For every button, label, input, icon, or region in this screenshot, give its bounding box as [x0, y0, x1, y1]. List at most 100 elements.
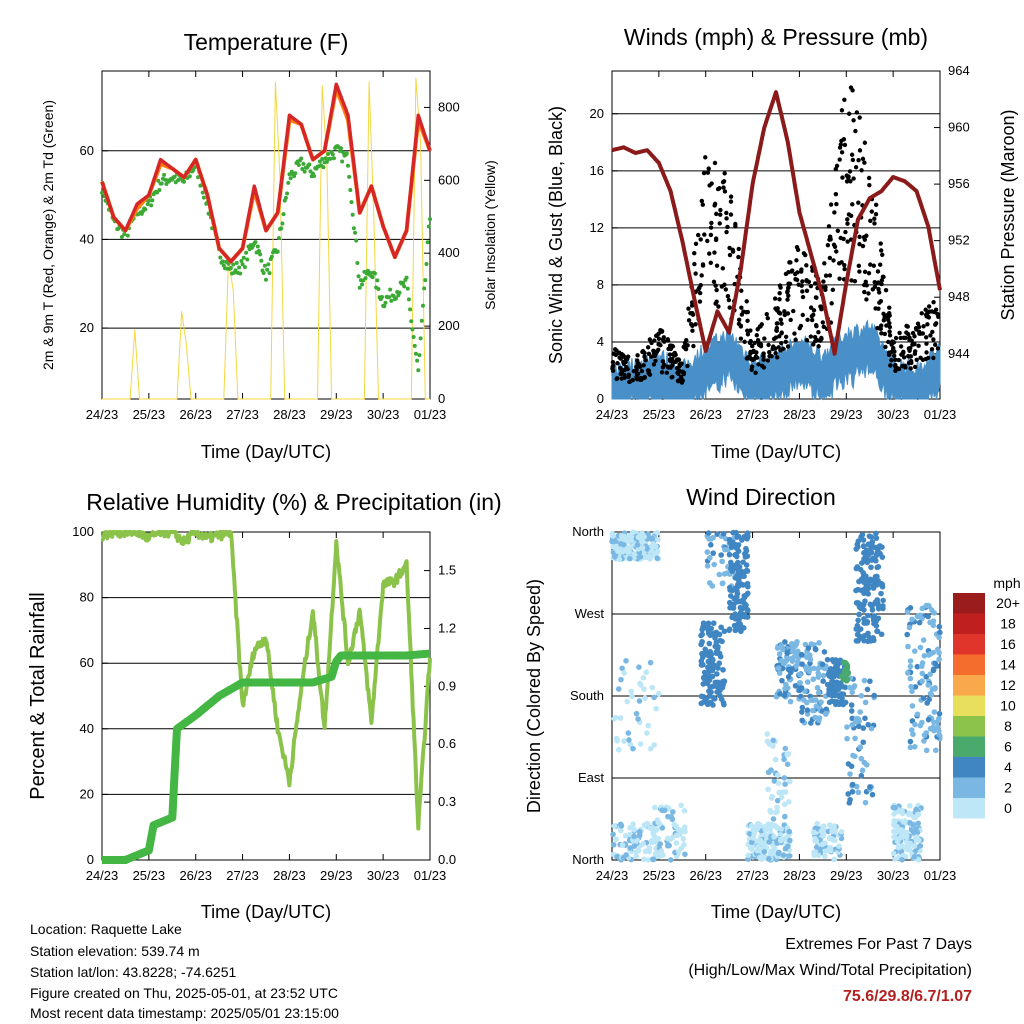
- wind-gust-point: [750, 357, 755, 362]
- wind-gust-point: [785, 290, 790, 295]
- dewpoint-point: [418, 336, 423, 341]
- wind-gust-point: [621, 361, 627, 367]
- dewpoint-point: [240, 262, 245, 267]
- wind-direction-point: [917, 644, 924, 651]
- wind-gust-point: [821, 279, 826, 284]
- wind-direction-point: [821, 853, 828, 860]
- x-tick-label: 25/23: [643, 407, 676, 422]
- wind-direction-point: [873, 535, 880, 541]
- wind-direction-point: [682, 828, 688, 835]
- wind-gust-point: [854, 110, 860, 115]
- wind-gust-point: [839, 260, 844, 265]
- wind-gust-point: [701, 170, 707, 176]
- dewpoint-point: [323, 156, 328, 161]
- wind-gust-point: [916, 343, 921, 349]
- dewpoint-point: [259, 258, 264, 263]
- wind-direction-point: [899, 856, 905, 863]
- wind-direction-point: [613, 836, 619, 843]
- wind-direction-point: [612, 553, 618, 560]
- wind-gust-point: [905, 324, 910, 329]
- wind-direction-point: [806, 668, 813, 675]
- wind-gust-point: [667, 352, 673, 357]
- wind-direction-point: [654, 849, 660, 856]
- wind-direction-point: [810, 676, 817, 683]
- wind-direction-point: [923, 747, 930, 754]
- wind-direction-point: [786, 853, 793, 859]
- wind-direction-point: [629, 825, 636, 831]
- wind-gust-point: [882, 331, 888, 337]
- wind-gust-point: [811, 308, 817, 313]
- wind-direction-point: [658, 848, 665, 854]
- wind-gust-point: [750, 343, 755, 349]
- wind-direction-point: [925, 613, 931, 620]
- wind-direction-point: [907, 803, 913, 809]
- wind-direction-point: [612, 714, 619, 721]
- wind-direction-point: [824, 681, 831, 688]
- dewpoint-point: [281, 212, 286, 217]
- y-axis-label: Percent & Total Rainfall: [27, 592, 49, 800]
- wind-gust-point: [660, 365, 666, 370]
- dewpoint-point: [162, 172, 167, 177]
- wind-gust-point: [773, 350, 778, 356]
- wind-direction-point: [766, 821, 773, 828]
- wind-direction-point: [804, 679, 811, 685]
- wind-direction-point: [625, 730, 632, 736]
- wind-gust-point: [718, 212, 723, 217]
- dewpoint-point: [196, 175, 201, 180]
- wind-gust-point: [634, 374, 639, 380]
- wind-gust-point: [779, 321, 784, 326]
- wind-gust-point: [646, 370, 651, 376]
- y2-tick-label: 952: [948, 233, 970, 248]
- wind-direction-point: [764, 731, 771, 737]
- wind-gust-point: [617, 365, 623, 371]
- dewpoint-point: [389, 298, 394, 303]
- wind-direction-point: [633, 838, 639, 845]
- dewpoint-point: [155, 190, 160, 195]
- wind-direction-point: [742, 614, 749, 620]
- wind-gust-point: [898, 344, 904, 349]
- dewpoint-point: [420, 303, 425, 308]
- wind-gust-point: [814, 337, 820, 343]
- wind-gust-point: [879, 278, 885, 283]
- legend-label: 16: [1000, 636, 1016, 652]
- wind-gust-point: [884, 323, 889, 328]
- wind-direction-point: [911, 843, 918, 849]
- legend-label: 12: [1000, 677, 1016, 693]
- wind-direction-point: [861, 616, 867, 622]
- x-tick-label: 01/23: [924, 868, 957, 883]
- wind-gust-point: [860, 243, 866, 249]
- wind-direction-point: [650, 540, 656, 547]
- wind-direction-point: [745, 852, 751, 859]
- wind-gust-point: [884, 313, 890, 318]
- wind-gust-point: [722, 189, 728, 194]
- panel-title: Wind Direction: [686, 484, 836, 510]
- wind-direction-point: [848, 708, 855, 714]
- wind-direction-point: [867, 784, 873, 790]
- wind-direction-point: [921, 738, 927, 744]
- wind-direction-point: [833, 667, 840, 674]
- dewpoint-point: [423, 278, 428, 283]
- wind-direction-point: [718, 624, 724, 631]
- wind-gust-point: [765, 358, 771, 363]
- wind-direction-point: [654, 555, 660, 562]
- wind-gust-point: [931, 299, 936, 305]
- wind-gust-point: [771, 344, 776, 349]
- wind-gust-point: [722, 282, 727, 287]
- wind-gust-point: [936, 314, 941, 319]
- wind-gust-point: [804, 288, 810, 293]
- wind-gust-point: [800, 279, 805, 284]
- wind-direction-point: [745, 583, 751, 590]
- wind-direction-point: [934, 719, 941, 725]
- wind-gust-point: [835, 228, 841, 234]
- wind-direction-point: [925, 716, 932, 723]
- wind-direction-point: [865, 551, 872, 558]
- wind-direction-point: [822, 710, 829, 717]
- wind-direction-point: [821, 649, 828, 655]
- wind-gust-point: [809, 314, 815, 319]
- legend-swatch: [953, 593, 985, 614]
- wind-gust-point: [738, 323, 744, 329]
- wind-gust-point: [716, 304, 721, 309]
- wind-gust-point: [898, 335, 903, 341]
- wind-gust-point: [924, 350, 929, 355]
- wind-direction-point: [919, 678, 925, 684]
